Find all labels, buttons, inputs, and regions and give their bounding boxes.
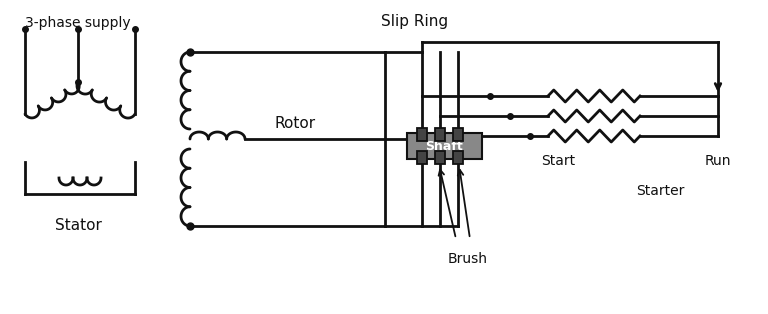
Text: Slip Ring: Slip Ring xyxy=(382,14,449,29)
Text: Start: Start xyxy=(541,154,575,168)
Text: Shaft: Shaft xyxy=(425,139,463,153)
Text: 3-phase supply: 3-phase supply xyxy=(25,16,131,30)
Text: Rotor: Rotor xyxy=(274,116,316,132)
Bar xyxy=(435,128,445,141)
Text: Run: Run xyxy=(705,154,731,168)
Text: Stator: Stator xyxy=(55,218,101,233)
Text: Starter: Starter xyxy=(636,184,684,198)
Bar xyxy=(407,133,482,159)
Bar xyxy=(453,151,463,164)
Text: Brush: Brush xyxy=(448,252,488,266)
Bar xyxy=(417,151,427,164)
Bar xyxy=(435,151,445,164)
Bar xyxy=(417,128,427,141)
Bar xyxy=(453,128,463,141)
